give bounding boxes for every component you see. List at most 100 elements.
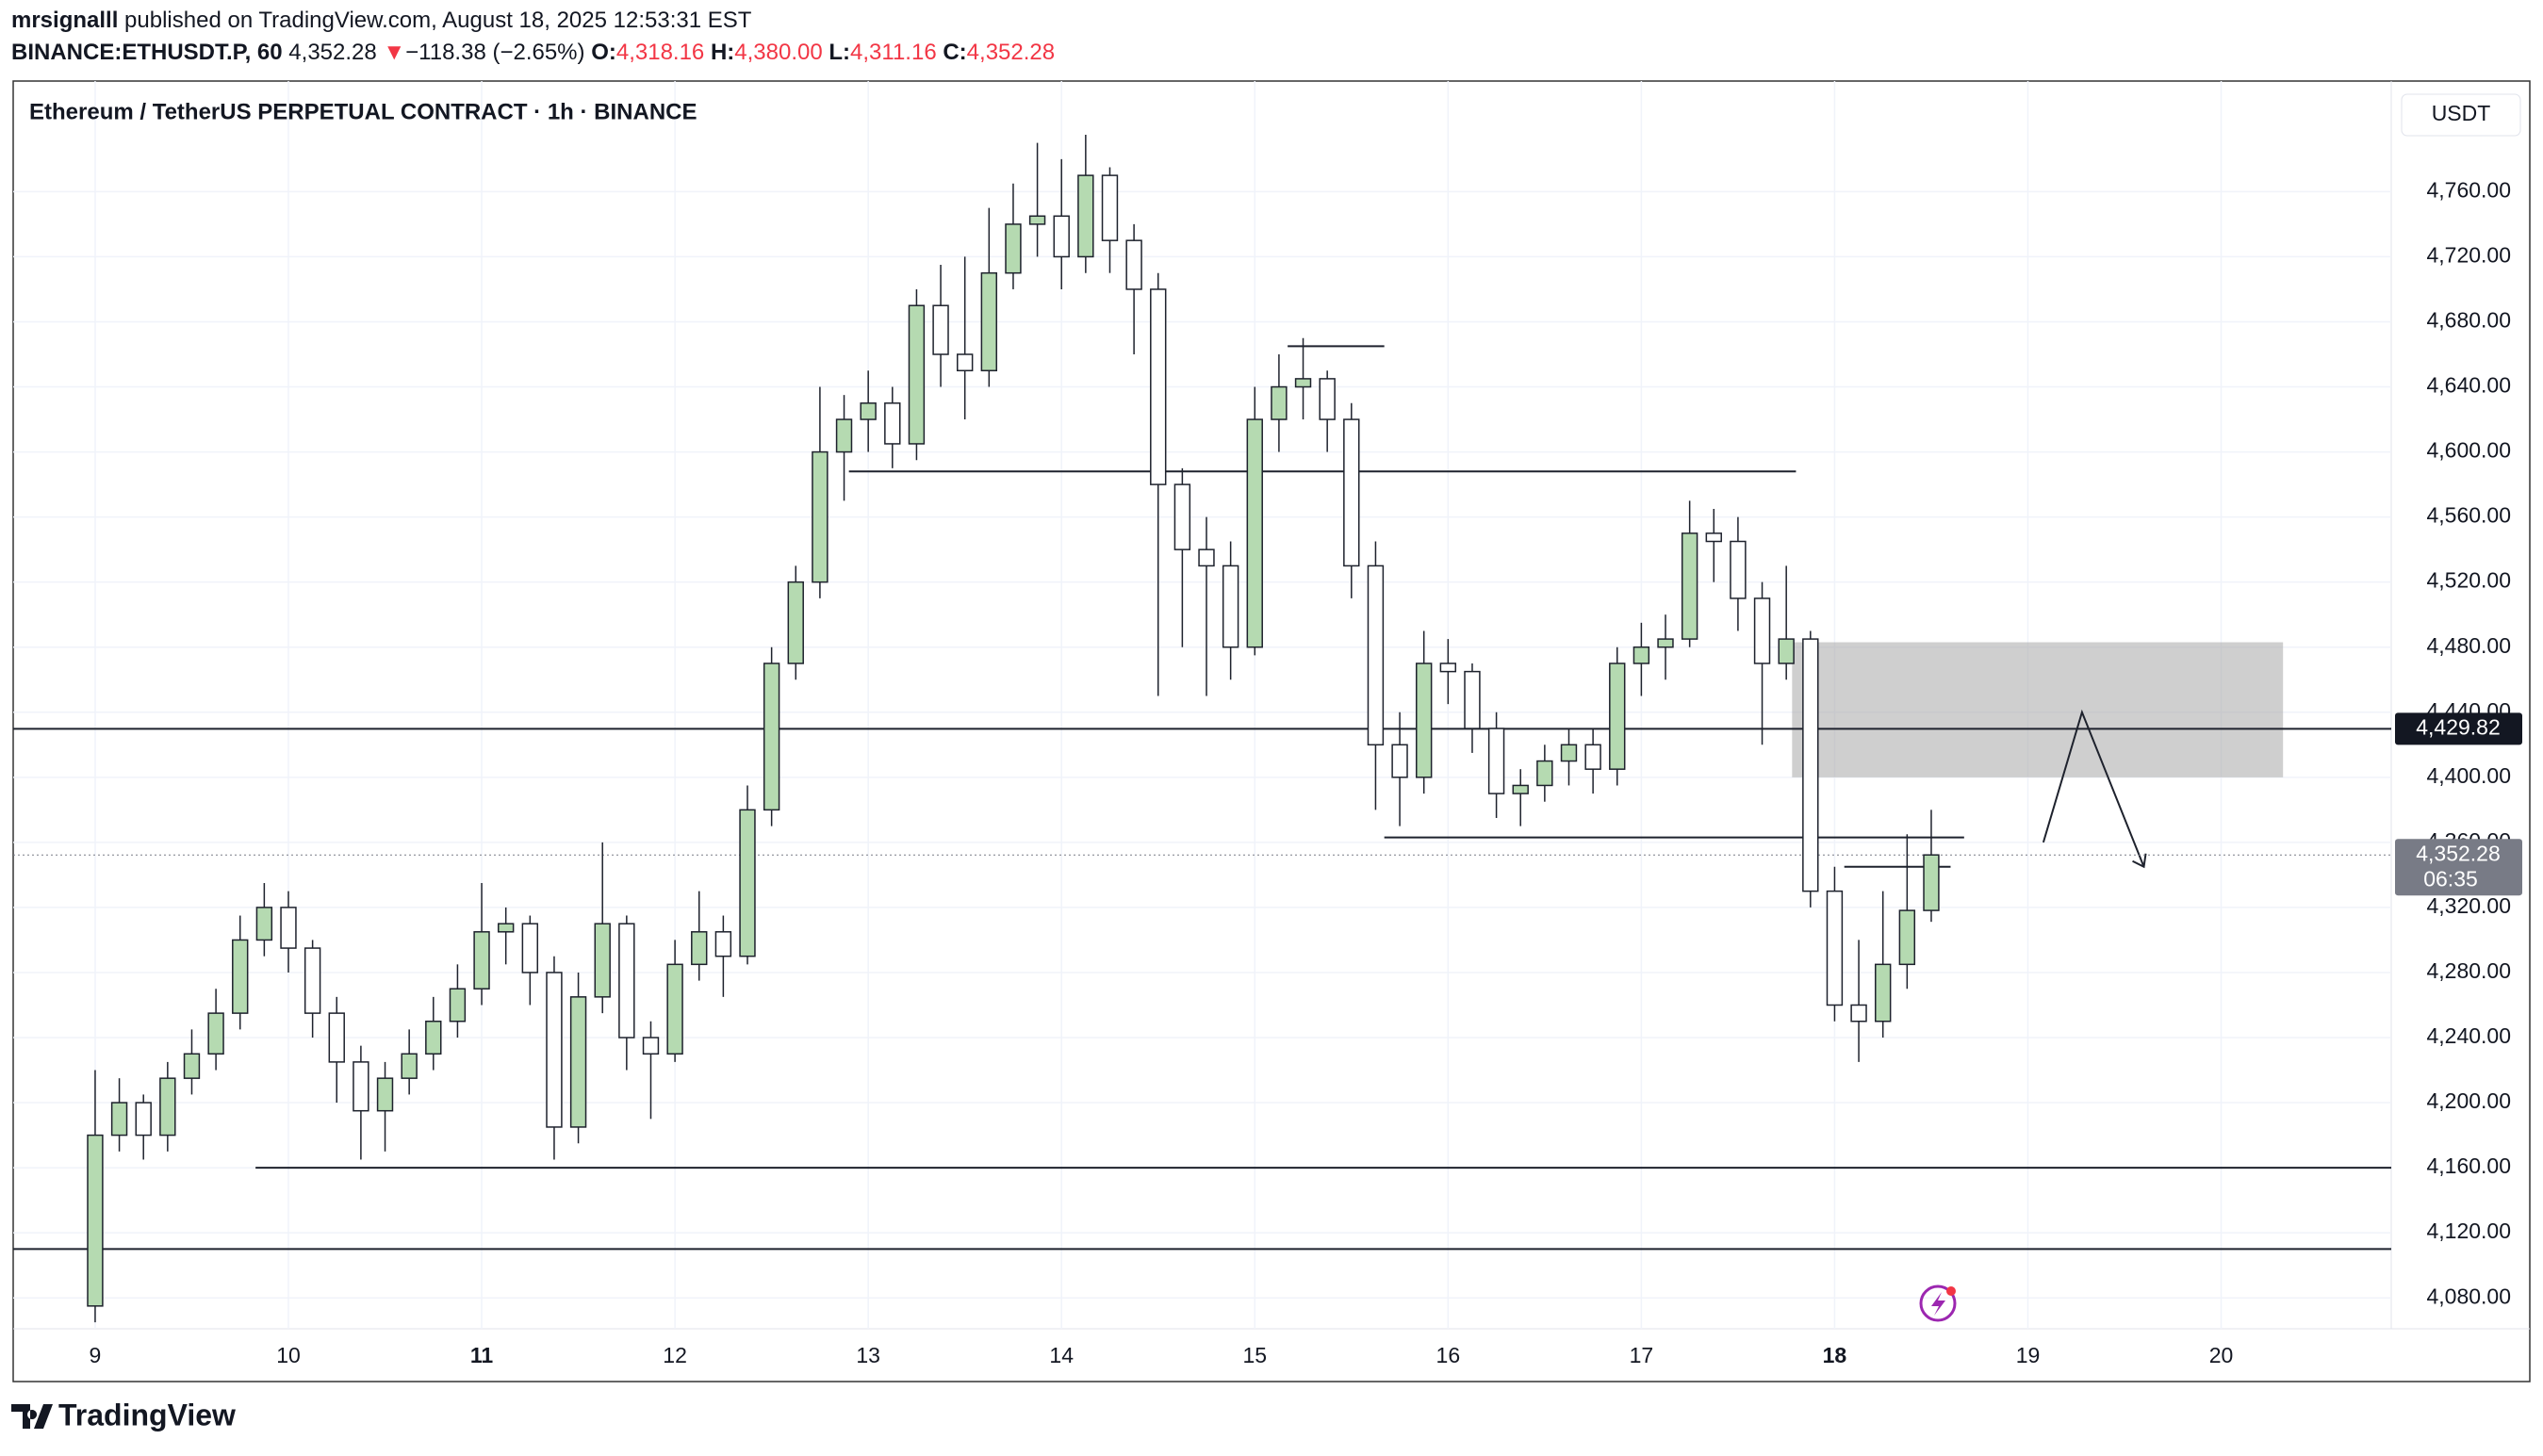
price-line-label: 4,429.82 [2416, 714, 2501, 739]
x-tick-label: 16 [1436, 1343, 1461, 1367]
logo: TradingView [11, 1398, 236, 1431]
candle-body [449, 988, 467, 1022]
candle-body [980, 271, 998, 372]
y-tick-label: 4,600.00 [2426, 438, 2511, 463]
o-label: O: [591, 40, 616, 65]
y-tick-label: 4,280.00 [2426, 958, 2511, 983]
candle-body [1875, 963, 1892, 1022]
candle-body [1512, 784, 1529, 794]
candle-body [1826, 890, 1844, 1006]
currency[interactable]: USDT [2432, 101, 2491, 125]
arrow-head [2132, 853, 2147, 869]
candle-body [1246, 418, 1263, 648]
alert-icon [1919, 1284, 1957, 1322]
candle-body [110, 1102, 128, 1137]
candle-body [1150, 288, 1167, 485]
y-tick-label: 4,160.00 [2426, 1153, 2511, 1178]
drawings [13, 345, 2391, 1251]
candle-body [1898, 909, 1916, 966]
candle-body [714, 931, 732, 957]
arrow-path [2042, 709, 2145, 868]
x-tick-label: 9 [90, 1343, 102, 1367]
currency-button[interactable] [2401, 93, 2521, 137]
candle-body [1923, 854, 1940, 911]
candle-body [159, 1077, 176, 1137]
x-tick-label: 11 [470, 1343, 494, 1367]
y-tick-label: 4,120.00 [2426, 1219, 2511, 1243]
y-tick-label: 4,520.00 [2426, 568, 2511, 593]
candle-body [304, 947, 321, 1014]
candle-body [1560, 744, 1578, 762]
candle-body [1005, 223, 1022, 274]
candle-body [835, 418, 853, 453]
candle-body [546, 972, 563, 1128]
candle-body [908, 304, 926, 445]
candle-body [666, 963, 683, 1055]
published: published on TradingView.com, August 18,… [124, 8, 752, 33]
candle-body [183, 1053, 201, 1079]
chart-title: Ethereum / TetherUS PERPETUAL CONTRACT ·… [29, 99, 697, 124]
chart-frame [12, 80, 2531, 1382]
change: −118.38 (−2.65%) [405, 40, 584, 65]
x-tick-label: 20 [2209, 1343, 2234, 1367]
o: 4,318.16 [616, 40, 704, 65]
candle-body [1416, 663, 1433, 778]
x-tick-label: 10 [276, 1343, 301, 1367]
x-tick-label: 18 [1823, 1343, 1847, 1367]
candles [87, 134, 1940, 1323]
x-tick-label: 14 [1049, 1343, 1074, 1367]
y-tick-label: 4,240.00 [2426, 1023, 2511, 1048]
candle-body [401, 1053, 418, 1079]
candle-body [1850, 1004, 1867, 1022]
grid [13, 81, 2530, 1330]
candle-body [1198, 548, 1215, 567]
y-tick-label: 4,640.00 [2426, 373, 2511, 398]
countdown: 06:35 [2423, 866, 2478, 891]
y-tick-label: 4,080.00 [2426, 1284, 2511, 1308]
candle-body [618, 923, 635, 1039]
candle-body [87, 1134, 104, 1307]
c: 4,352.28 [967, 40, 1055, 65]
x-tick-label: 13 [856, 1343, 880, 1367]
candle-body [763, 663, 780, 811]
y-tick-label: 4,720.00 [2426, 243, 2511, 268]
last: 4,352.28 [288, 40, 376, 65]
candle-body [594, 923, 611, 998]
candle-body [280, 907, 297, 949]
l-label: L: [829, 40, 850, 65]
candle-body [1536, 760, 1553, 787]
candle-body [1464, 670, 1481, 729]
axis-labels: 4,080.00 4,120.00 4,160.00 4,200.00 4,240.00… [90, 177, 2522, 1367]
last-price-label: 4,352.28 [2416, 841, 2501, 865]
candle-body [884, 402, 901, 445]
candle-body [1028, 215, 1046, 225]
zone [1792, 642, 2284, 777]
arrow: ▼ [383, 40, 405, 65]
candle-body [1609, 663, 1626, 770]
l: 4,311.16 [850, 40, 937, 65]
candle-body [425, 1020, 442, 1055]
candle-body [1367, 564, 1385, 746]
candle-body [207, 1012, 224, 1055]
header-line1: mrsignalll published on TradingView.com,… [11, 8, 752, 33]
candle-body [1101, 174, 1119, 241]
header-line2: BINANCE:ETHUSDT.P, 60 4,352.28 ▼−118.38 … [11, 40, 1055, 65]
candle-body [569, 996, 587, 1128]
candle-body [1632, 646, 1650, 664]
candle-body [135, 1102, 152, 1137]
y-tick-label: 4,400.00 [2426, 763, 2511, 788]
candle-body [328, 1012, 345, 1063]
x-tick-label: 19 [2016, 1343, 2041, 1367]
candle-body [1439, 663, 1457, 673]
candle-body [1753, 597, 1771, 664]
candle-body [812, 450, 829, 583]
candle-body [932, 304, 949, 355]
user: mrsignalll [11, 8, 118, 33]
y-tick-label: 4,200.00 [2426, 1088, 2511, 1113]
candle-body [739, 809, 756, 957]
candle-body [860, 402, 877, 420]
x-tick-label: 17 [1630, 1343, 1654, 1367]
price-line-box [2395, 712, 2522, 745]
candle-body [1681, 532, 1698, 640]
candle-body [1657, 638, 1674, 648]
